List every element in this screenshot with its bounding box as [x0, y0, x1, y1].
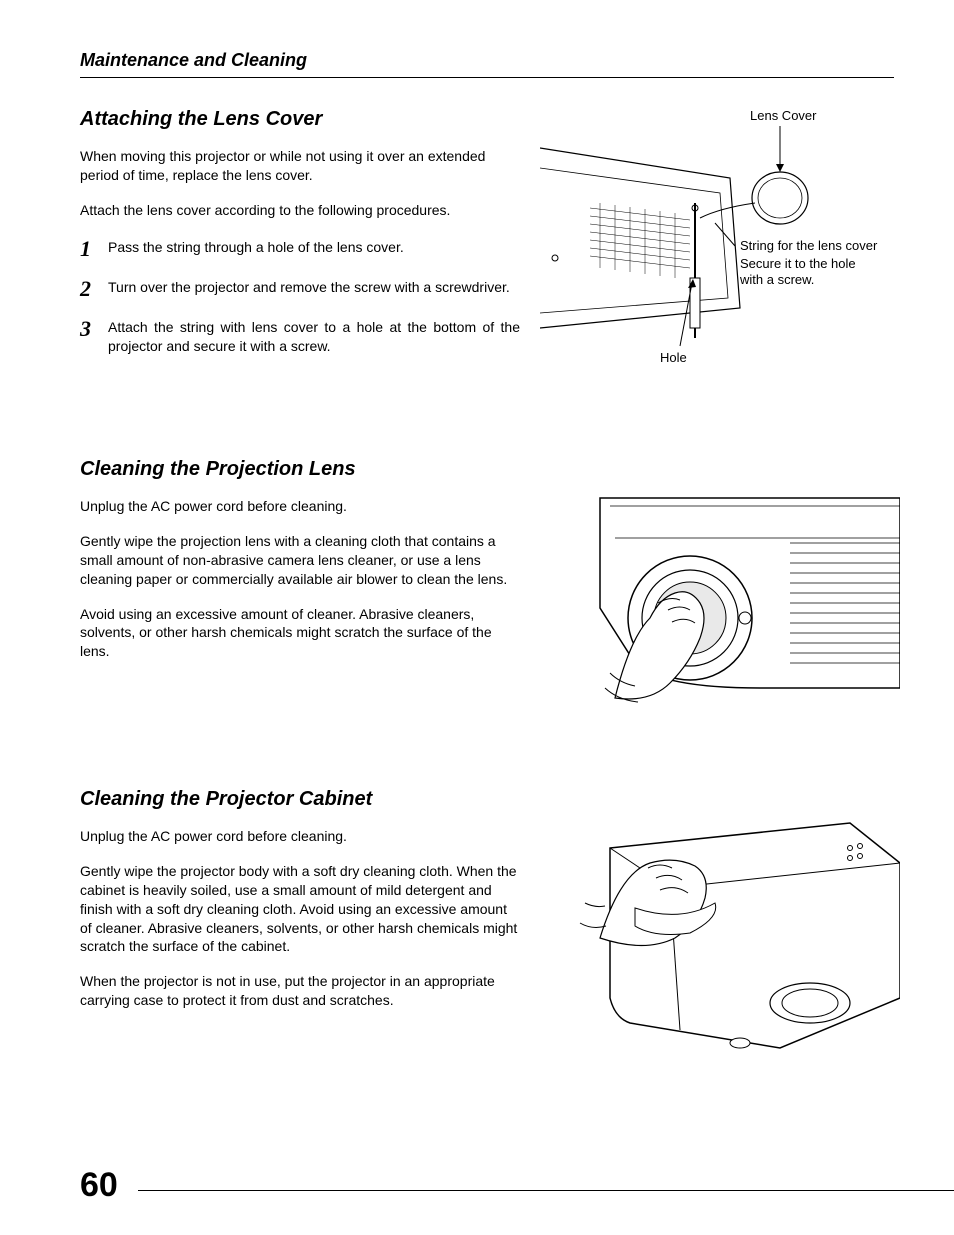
- step-text: Attach the string with lens cover to a h…: [108, 318, 520, 356]
- manual-page: Maintenance and Cleaning Attaching the L…: [0, 0, 954, 1235]
- paragraph: Gently wipe the projection lens with a c…: [80, 532, 520, 589]
- section-text-col: Attaching the Lens Cover When moving thi…: [80, 108, 520, 388]
- figure-lens-cover: Lens Cover String for the lens cover Sec…: [540, 108, 900, 388]
- figure-label-hole: Hole: [660, 350, 687, 365]
- paragraph: Gently wipe the projector body with a so…: [80, 862, 520, 956]
- section-title: Attaching the Lens Cover: [80, 108, 520, 131]
- paragraph: When the projector is not in use, put th…: [80, 972, 520, 1010]
- step-number: 2: [80, 278, 108, 300]
- step-text: Pass the string through a hole of the le…: [108, 238, 404, 257]
- paragraph: Unplug the AC power cord before cleaning…: [80, 497, 520, 516]
- header-rule: Maintenance and Cleaning: [80, 50, 894, 78]
- footer-rule: [138, 1190, 954, 1191]
- figure-cabinet: [540, 808, 900, 1058]
- breadcrumb: Maintenance and Cleaning: [80, 50, 307, 70]
- figure-projection-lens: [540, 488, 900, 718]
- cabinet-illustration: [540, 808, 900, 1058]
- section-lens-cover: Attaching the Lens Cover When moving thi…: [80, 108, 894, 388]
- step-number: 1: [80, 238, 108, 260]
- step-number: 3: [80, 318, 108, 340]
- figure-label-string2: Secure it to the hole with a screw.: [740, 256, 870, 287]
- figure-col: [540, 788, 900, 1058]
- projection-lens-illustration: [540, 488, 900, 718]
- step-item: 2 Turn over the projector and remove the…: [80, 278, 520, 300]
- figure-label-string1: String for the lens cover: [740, 238, 877, 253]
- section-text-col: Cleaning the Projection Lens Unplug the …: [80, 458, 520, 718]
- page-number: 60: [80, 1166, 118, 1205]
- paragraph: Unplug the AC power cord before cleaning…: [80, 827, 520, 846]
- figure-col: [540, 458, 900, 718]
- paragraph: Avoid using an excessive amount of clean…: [80, 605, 520, 662]
- step-text: Turn over the projector and remove the s…: [108, 278, 510, 297]
- section-cabinet: Cleaning the Projector Cabinet Unplug th…: [80, 788, 894, 1058]
- section-projection-lens: Cleaning the Projection Lens Unplug the …: [80, 458, 894, 718]
- step-item: 1 Pass the string through a hole of the …: [80, 238, 520, 260]
- section-title: Cleaning the Projector Cabinet: [80, 788, 520, 811]
- paragraph: When moving this projector or while not …: [80, 147, 520, 185]
- paragraph: Attach the lens cover according to the f…: [80, 201, 520, 220]
- section-title: Cleaning the Projection Lens: [80, 458, 520, 481]
- step-item: 3 Attach the string with lens cover to a…: [80, 318, 520, 356]
- figure-col: Lens Cover String for the lens cover Sec…: [540, 108, 900, 388]
- step-list: 1 Pass the string through a hole of the …: [80, 238, 520, 356]
- section-text-col: Cleaning the Projector Cabinet Unplug th…: [80, 788, 520, 1058]
- figure-label-lenscover: Lens Cover: [750, 108, 816, 123]
